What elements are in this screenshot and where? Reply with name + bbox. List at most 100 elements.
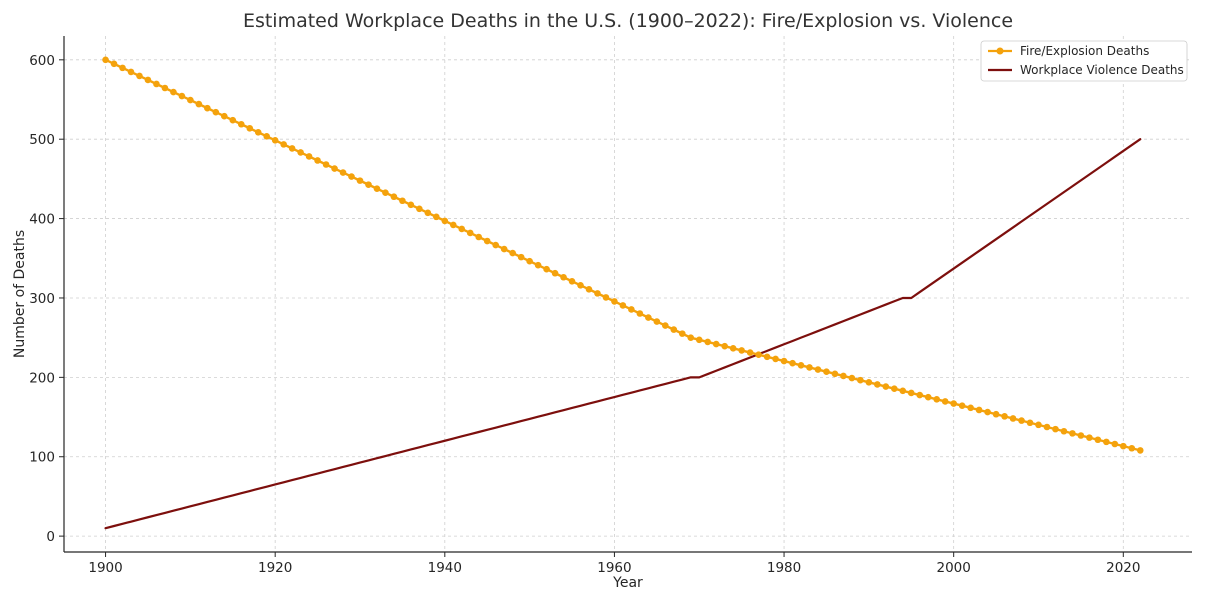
data-point xyxy=(305,153,313,160)
data-point xyxy=(907,389,915,397)
data-point xyxy=(933,396,941,403)
data-point xyxy=(373,185,381,192)
data-point xyxy=(594,290,601,297)
data-point xyxy=(891,385,898,393)
data-point xyxy=(1018,417,1025,424)
x-tick-label: 1960 xyxy=(597,560,631,576)
x-axis-ticks: 1900 1920 1940 1960 1980 2000 2020 xyxy=(88,552,1140,576)
data-point xyxy=(263,133,271,140)
y-tick-label: 500 xyxy=(29,132,55,148)
data-point xyxy=(212,108,220,116)
data-point xyxy=(449,221,457,229)
data-point xyxy=(568,277,576,285)
x-tick-label: 2000 xyxy=(936,560,970,576)
y-tick-label: 300 xyxy=(29,291,55,307)
data-point xyxy=(899,387,907,395)
data-point xyxy=(772,355,779,363)
axes xyxy=(63,36,1192,553)
data-point xyxy=(738,347,745,354)
data-point xyxy=(823,368,830,375)
data-point xyxy=(746,349,754,356)
x-tick-label: 1980 xyxy=(767,560,801,576)
data-point xyxy=(840,372,847,380)
data-point xyxy=(297,149,304,156)
data-point xyxy=(611,298,618,305)
data-point xyxy=(1035,421,1042,429)
legend-label-violence: Workplace Violence Deaths xyxy=(1020,63,1184,77)
data-point xyxy=(475,233,483,241)
x-tick-label: 1940 xyxy=(428,560,462,576)
series-lines xyxy=(102,56,1144,530)
data-point xyxy=(382,189,389,196)
data-point xyxy=(636,310,644,317)
data-point xyxy=(645,314,652,321)
data-point xyxy=(441,217,449,225)
data-point xyxy=(322,161,330,168)
data-point xyxy=(992,410,1000,418)
data-point xyxy=(365,181,372,188)
data-point xyxy=(416,205,423,213)
data-point xyxy=(882,383,890,390)
data-point xyxy=(254,129,262,136)
data-point xyxy=(814,366,822,373)
data-point xyxy=(1094,436,1102,444)
data-point xyxy=(246,124,254,132)
data-point xyxy=(517,253,525,261)
data-point xyxy=(874,381,881,388)
data-point xyxy=(831,370,839,378)
data-point xyxy=(797,362,805,369)
data-point xyxy=(924,393,932,401)
data-point xyxy=(670,326,678,333)
data-point xyxy=(483,237,491,245)
data-point xyxy=(314,157,321,164)
data-point xyxy=(848,374,856,382)
data-point xyxy=(119,64,126,72)
data-point xyxy=(458,225,466,233)
data-point xyxy=(1086,434,1093,441)
series-line-0 xyxy=(104,58,1142,452)
data-point xyxy=(560,273,567,281)
data-point xyxy=(1001,413,1008,420)
data-point xyxy=(526,257,533,265)
data-point xyxy=(763,353,771,361)
y-tick-label: 200 xyxy=(29,370,55,386)
data-point xyxy=(687,334,695,341)
data-point xyxy=(806,364,813,371)
data-point xyxy=(543,265,550,273)
data-point xyxy=(110,60,118,68)
y-axis-ticks: 0 100 200 300 400 500 600 xyxy=(29,53,64,545)
x-tick-label: 2020 xyxy=(1106,560,1140,576)
data-point xyxy=(721,342,728,350)
data-point xyxy=(950,400,957,407)
legend-box xyxy=(980,40,1188,82)
data-point xyxy=(356,177,364,184)
data-point xyxy=(755,351,762,358)
data-point xyxy=(348,173,355,180)
y-tick-label: 400 xyxy=(29,212,55,228)
legend-label-fire: Fire/Explosion Deaths xyxy=(1020,44,1149,58)
y-tick-label: 100 xyxy=(29,450,55,466)
series-line-1 xyxy=(104,138,1142,530)
data-point xyxy=(237,120,245,128)
chart-title: Estimated Workplace Deaths in the U.S. (… xyxy=(243,10,1013,32)
data-point xyxy=(170,88,177,96)
data-point xyxy=(1060,427,1068,435)
data-point xyxy=(500,245,508,253)
data-point xyxy=(729,345,737,352)
data-point xyxy=(136,72,143,80)
data-point xyxy=(1052,425,1059,433)
data-point xyxy=(492,241,499,249)
data-point xyxy=(195,100,203,108)
x-tick-label: 1920 xyxy=(258,560,292,576)
data-point xyxy=(339,169,347,176)
data-point xyxy=(577,282,584,289)
data-point xyxy=(1128,444,1136,452)
data-point xyxy=(407,201,415,209)
data-point xyxy=(857,376,864,384)
data-point xyxy=(712,340,720,348)
data-point xyxy=(662,322,669,329)
data-point xyxy=(1136,447,1144,454)
data-point xyxy=(399,197,406,205)
